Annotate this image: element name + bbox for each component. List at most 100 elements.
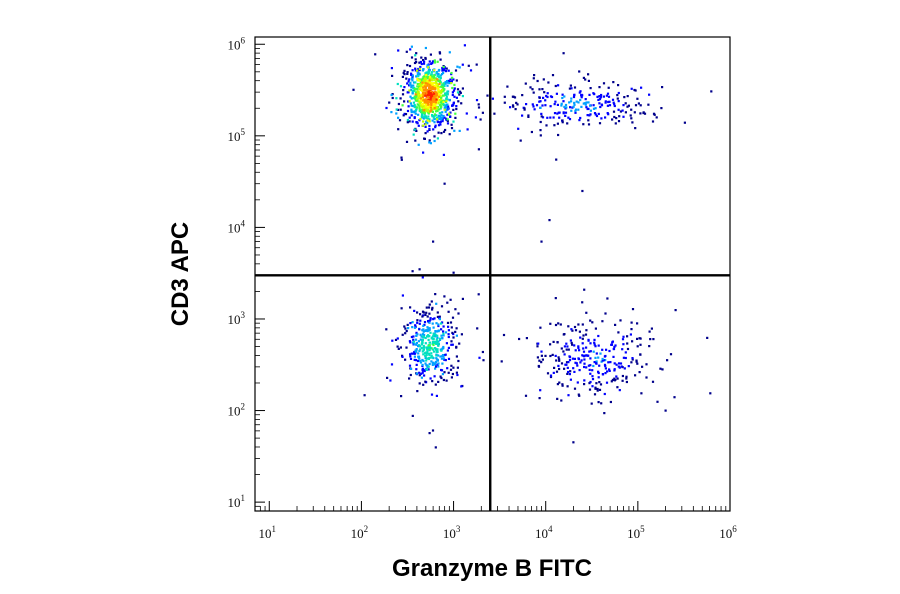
data-point-lower-left bbox=[409, 357, 413, 360]
data-point-upper-left bbox=[477, 103, 480, 106]
data-point-lower-right bbox=[583, 362, 586, 365]
data-point-upper-left bbox=[439, 116, 443, 119]
data-point-lower-left bbox=[421, 339, 424, 342]
data-point-lower-left bbox=[416, 333, 419, 336]
data-point-lower-right bbox=[577, 393, 580, 396]
data-point-upper-left bbox=[444, 81, 447, 84]
data-point-upper-left bbox=[432, 85, 436, 88]
data-point-upper-left bbox=[465, 112, 468, 115]
data-point-upper-left bbox=[445, 109, 448, 112]
data-point-upper-left bbox=[438, 111, 441, 114]
data-point-lower-left bbox=[405, 346, 408, 349]
data-point-lower-left bbox=[424, 362, 427, 365]
data-point-upper-left bbox=[397, 102, 400, 106]
data-point-upper-left bbox=[420, 115, 423, 118]
data-point-upper-left bbox=[453, 83, 456, 86]
data-point-upper-left bbox=[451, 91, 454, 94]
data-point-upper-left bbox=[442, 71, 445, 74]
data-point-upper-left bbox=[463, 44, 466, 47]
data-point-upper-left bbox=[437, 91, 441, 94]
data-point-upper-left bbox=[414, 112, 417, 115]
data-point-upper-left bbox=[431, 107, 434, 110]
data-point-lower-right bbox=[583, 355, 586, 358]
data-point-lower-left bbox=[415, 368, 418, 371]
data-point-upper-left bbox=[388, 101, 391, 104]
data-point-upper-right bbox=[619, 110, 622, 113]
data-point-outlier bbox=[555, 158, 558, 161]
data-point-upper-right bbox=[611, 118, 614, 121]
data-point-lower-right bbox=[578, 330, 581, 333]
data-point-lower-left bbox=[419, 338, 422, 341]
data-point-lower-left bbox=[425, 346, 428, 349]
data-point-upper-left bbox=[431, 92, 434, 95]
data-point-upper-right bbox=[631, 121, 634, 124]
data-point-lower-left bbox=[410, 335, 413, 339]
data-point-upper-left bbox=[397, 128, 400, 131]
data-point-upper-right bbox=[554, 84, 557, 88]
data-point-upper-left bbox=[420, 93, 423, 96]
data-point-lower-left bbox=[423, 321, 427, 324]
y-tick-label: 101 bbox=[228, 493, 246, 510]
data-point-upper-right bbox=[630, 87, 633, 90]
data-point-upper-left bbox=[431, 86, 434, 89]
data-point-upper-right bbox=[512, 95, 515, 98]
data-point-lower-right bbox=[558, 358, 561, 361]
data-point-lower-left bbox=[415, 334, 418, 337]
data-point-upper-right bbox=[589, 109, 592, 112]
data-point-lower-left bbox=[431, 306, 434, 309]
data-point-upper-right bbox=[587, 123, 591, 126]
data-point-lower-left bbox=[435, 394, 438, 397]
data-point-lower-left bbox=[437, 330, 440, 333]
data-point-lower-left bbox=[441, 347, 444, 350]
data-point-lower-left bbox=[424, 313, 427, 316]
data-point-lower-right bbox=[635, 359, 638, 362]
data-point-lower-left bbox=[424, 329, 427, 332]
data-point-lower-left bbox=[428, 312, 431, 315]
data-point-upper-right bbox=[624, 102, 627, 105]
data-point-upper-left bbox=[417, 124, 420, 127]
data-point-upper-left bbox=[445, 117, 448, 120]
data-point-lower-right bbox=[549, 374, 553, 377]
data-point-upper-right bbox=[596, 95, 599, 98]
data-point-lower-left bbox=[413, 355, 416, 358]
data-point-lower-left bbox=[434, 360, 438, 363]
data-point-upper-left bbox=[445, 95, 448, 98]
data-point-upper-right bbox=[608, 100, 611, 103]
data-point-lower-left bbox=[421, 335, 424, 338]
data-point-lower-right bbox=[612, 348, 615, 351]
data-point-lower-right bbox=[585, 354, 588, 357]
data-point-lower-right bbox=[573, 370, 576, 373]
data-point-upper-left bbox=[412, 97, 415, 100]
data-point-upper-left bbox=[453, 129, 456, 132]
data-point-upper-right bbox=[553, 124, 556, 127]
data-point-upper-right bbox=[539, 120, 542, 124]
axis-ticks bbox=[255, 43, 731, 511]
data-point-lower-left bbox=[449, 321, 453, 324]
data-point-upper-right bbox=[527, 115, 530, 118]
x-tick-label: 105 bbox=[627, 524, 645, 541]
data-point-upper-left bbox=[434, 91, 437, 94]
data-point-upper-right bbox=[602, 95, 605, 98]
data-point-lower-left bbox=[427, 338, 430, 341]
data-point-lower-right bbox=[565, 361, 569, 364]
data-point-lower-right bbox=[552, 340, 555, 343]
data-point-upper-left bbox=[451, 93, 454, 97]
data-point-lower-right bbox=[557, 356, 560, 359]
data-point-lower-left bbox=[428, 353, 431, 356]
data-point-lower-left bbox=[432, 332, 435, 335]
data-point-upper-right bbox=[573, 94, 576, 97]
data-point-lower-left bbox=[443, 358, 446, 361]
data-point-upper-left bbox=[445, 99, 448, 103]
data-point-upper-left bbox=[436, 75, 439, 78]
data-point-lower-right bbox=[613, 345, 616, 348]
data-point-lower-right bbox=[599, 352, 602, 355]
data-point-upper-left bbox=[417, 143, 420, 146]
data-point-upper-left bbox=[422, 59, 425, 62]
data-point-lower-left bbox=[424, 356, 427, 359]
data-point-upper-left bbox=[436, 78, 439, 81]
data-point-lower-left bbox=[400, 307, 403, 310]
data-point-upper-left bbox=[415, 61, 418, 64]
data-point-upper-right bbox=[539, 106, 542, 109]
data-point-lower-left bbox=[457, 359, 460, 363]
data-point-upper-left bbox=[406, 64, 409, 67]
